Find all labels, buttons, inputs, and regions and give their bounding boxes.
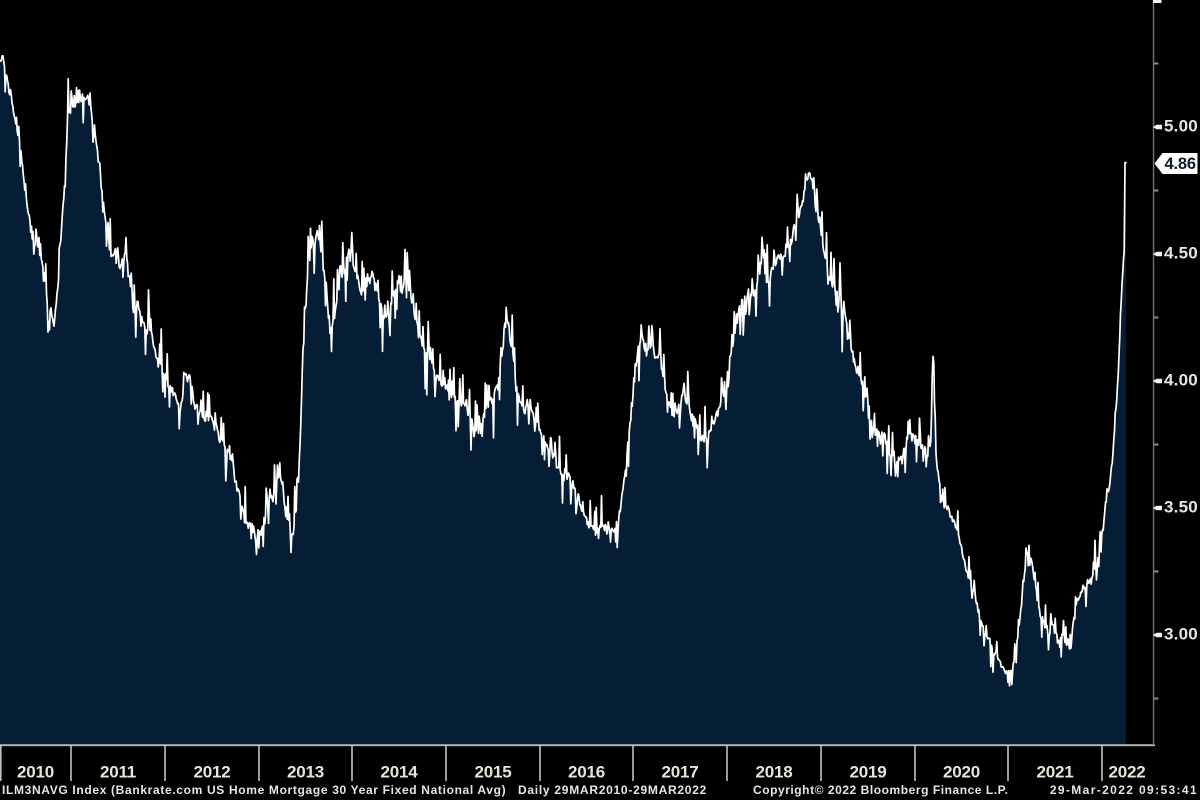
svg-text:2012: 2012 <box>193 762 230 781</box>
svg-text:2021: 2021 <box>1036 762 1073 781</box>
svg-text:2017: 2017 <box>661 762 698 781</box>
svg-text:2020: 2020 <box>943 762 980 781</box>
svg-text:2011: 2011 <box>100 762 136 781</box>
svg-text:2010: 2010 <box>17 762 54 781</box>
svg-text:2015: 2015 <box>474 762 511 781</box>
svg-text:3.00: 3.00 <box>1164 624 1198 643</box>
svg-text:5.00: 5.00 <box>1164 116 1198 135</box>
svg-text:2016: 2016 <box>568 762 605 781</box>
svg-text:4.00: 4.00 <box>1164 370 1198 389</box>
svg-text:2013: 2013 <box>287 762 324 781</box>
svg-text:4.86: 4.86 <box>1165 155 1196 173</box>
svg-text:2022: 2022 <box>1108 762 1145 781</box>
svg-text:2018: 2018 <box>755 762 792 781</box>
svg-text:3.50: 3.50 <box>1164 497 1198 516</box>
svg-text:2014: 2014 <box>380 762 418 781</box>
svg-text:2019: 2019 <box>849 762 886 781</box>
svg-text:4.50: 4.50 <box>1164 243 1198 262</box>
